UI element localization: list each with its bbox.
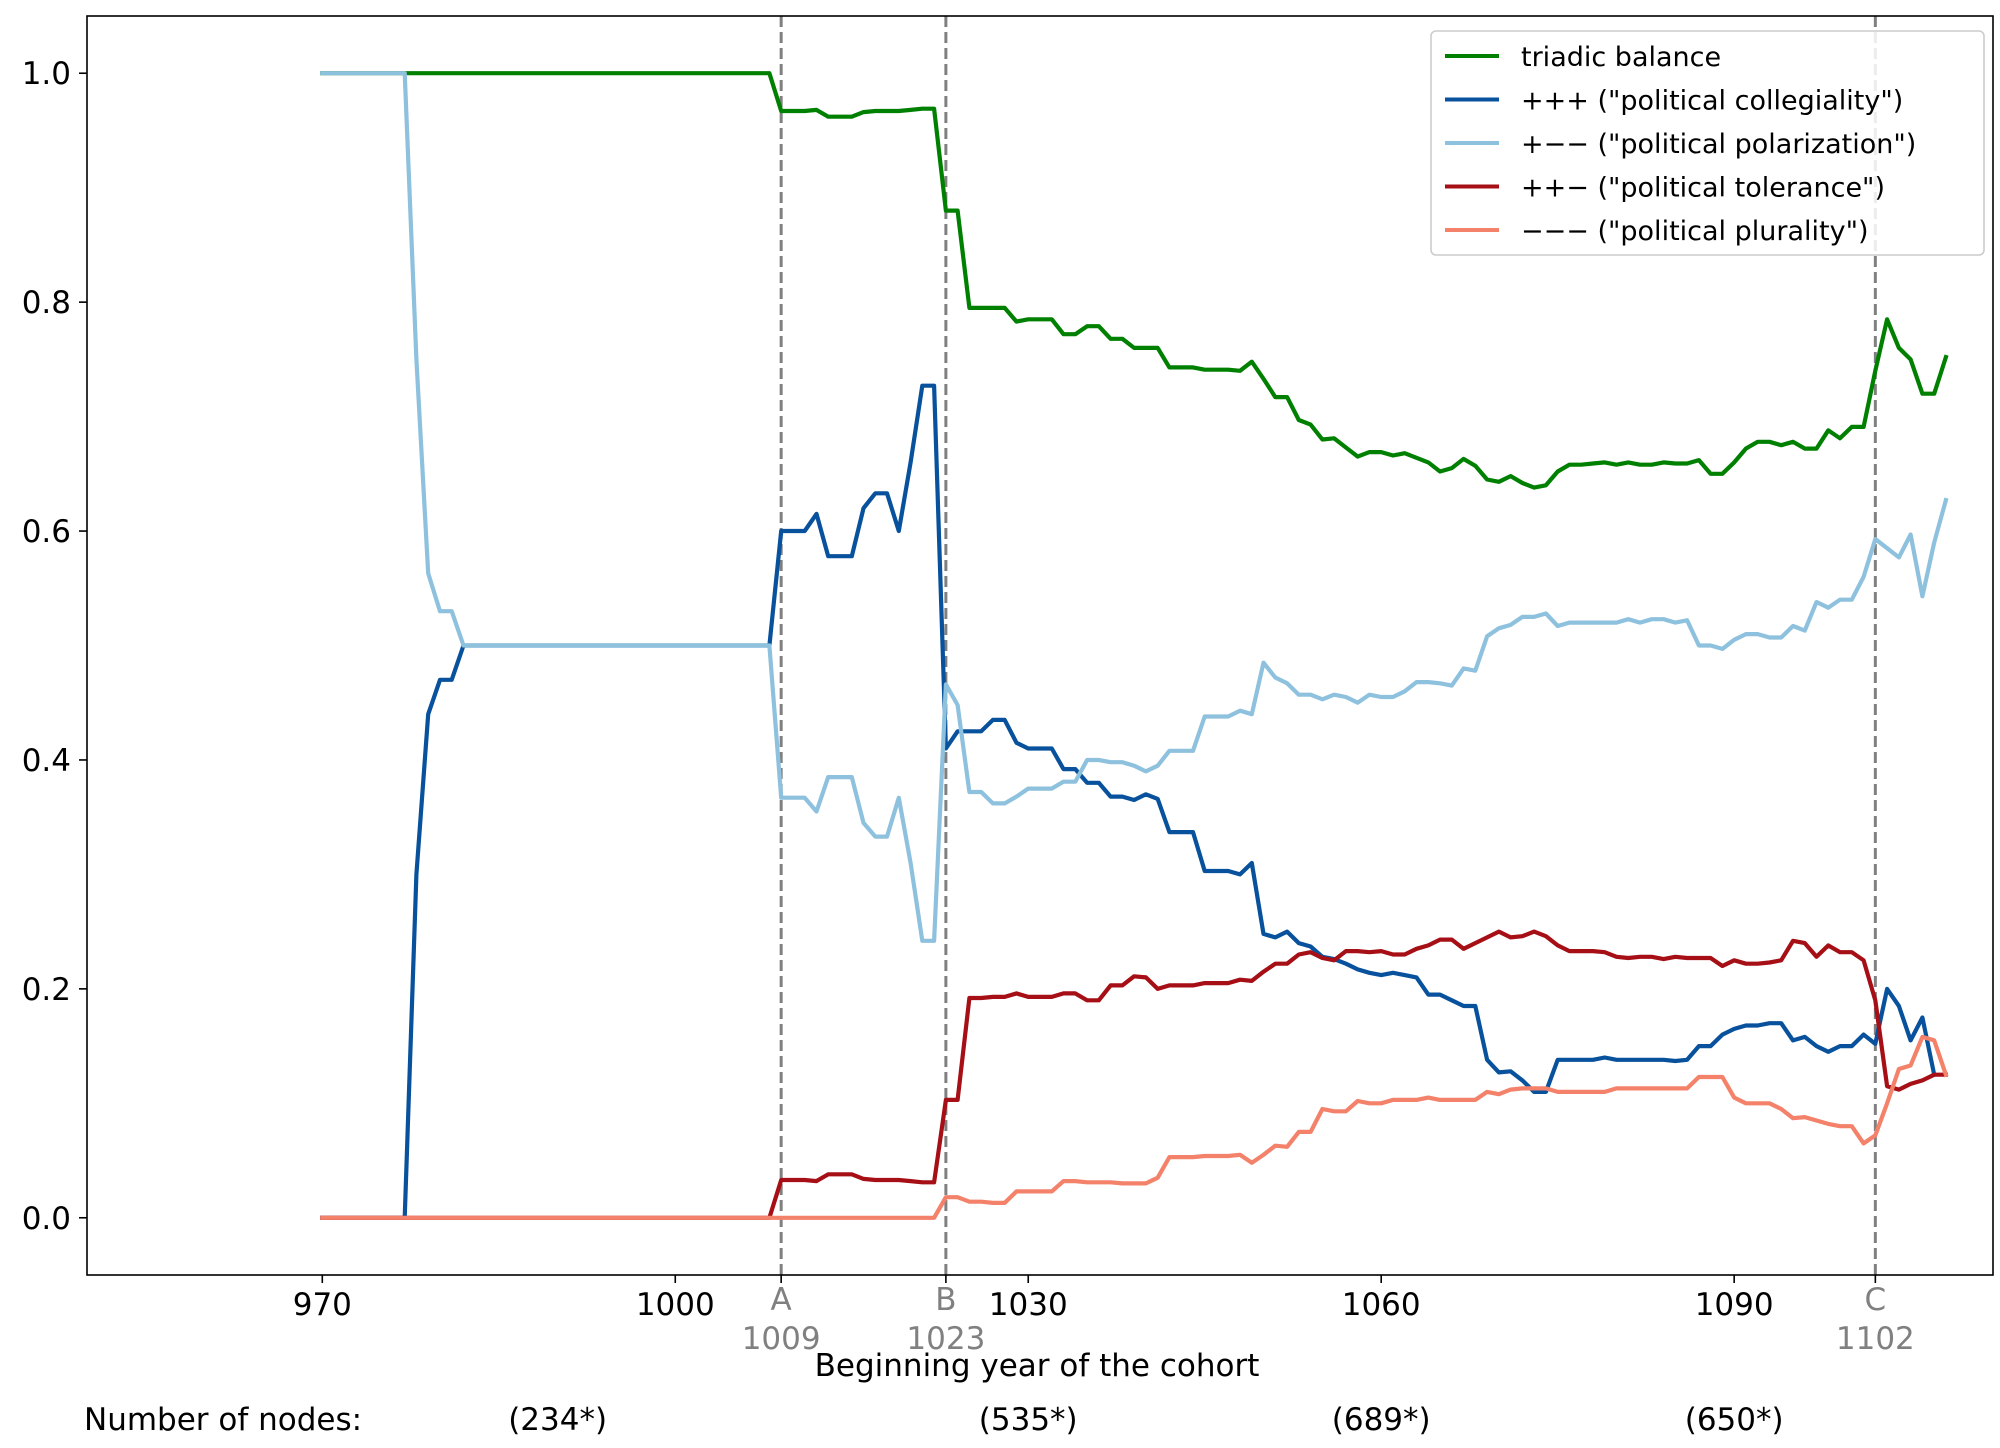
event-letter-c: C [1865, 1282, 1887, 1318]
x-tick-label: 1060 [1342, 1287, 1421, 1323]
footer-label: Number of nodes: [84, 1402, 362, 1438]
legend-label-5: −−− ("political plurality") [1521, 216, 1869, 247]
y-tick-label: 0.0 [22, 1201, 71, 1237]
x-tick-label: 970 [293, 1287, 352, 1323]
event-year-b: 1023 [906, 1321, 985, 1357]
legend-label-4: ++− ("political tolerance") [1521, 173, 1885, 204]
node-count-2: (535*) [979, 1402, 1078, 1438]
legend-label-2: +++ ("political collegiality") [1521, 86, 1903, 117]
node-count-3: (689*) [1332, 1402, 1431, 1438]
series-line-5 [320, 1034, 1949, 1220]
y-tick-label: 0.4 [22, 743, 71, 779]
event-year-a: 1009 [742, 1321, 821, 1357]
legend-label-3: +−− ("political polarization") [1521, 129, 1916, 160]
event-letter-b: B [935, 1282, 956, 1318]
event-letter-a: A [771, 1282, 792, 1318]
legend: triadic balance +++ ("political collegial… [1430, 30, 1985, 256]
y-tick-label: 0.6 [22, 514, 71, 550]
series-lines [320, 71, 1949, 1220]
series-line-4 [320, 929, 1948, 1220]
legend-label-1: triadic balance [1521, 42, 1721, 73]
series-line-1 [320, 71, 1949, 490]
node-counts: (234*) (535*) (689*) (650*) [508, 1402, 1783, 1438]
node-count-4: (650*) [1685, 1402, 1784, 1438]
x-axis-title: Beginning year of the cohort [815, 1348, 1260, 1384]
x-tick-label: 1090 [1695, 1287, 1774, 1323]
y-tick-label: 1.0 [22, 56, 71, 92]
legend-box [1430, 30, 1985, 256]
x-tick-label: 1030 [989, 1287, 1068, 1323]
event-year-c: 1102 [1836, 1321, 1915, 1357]
axis-ticks: 0.0 0.2 0.4 0.6 0.8 1.0 970 1000 1030 1060 1090 [22, 56, 1877, 1323]
y-tick-label: 0.2 [22, 972, 71, 1008]
x-tick-label: 1000 [636, 1287, 715, 1323]
node-count-1: (234*) [508, 1402, 607, 1438]
series-line-3 [320, 71, 1949, 943]
y-tick-label: 0.8 [22, 285, 71, 321]
plot-frame [86, 15, 1994, 1276]
series-line-2 [320, 383, 1937, 1220]
